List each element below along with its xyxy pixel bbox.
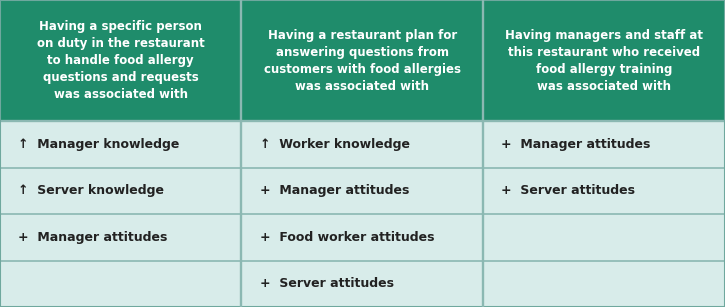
Bar [0, 261, 241, 307]
Text: +  Food worker attitudes: + Food worker attitudes [260, 231, 434, 244]
Text: +  Manager attitudes: + Manager attitudes [260, 185, 409, 197]
Text: Having a restaurant plan for
answering questions from
customers with food allerg: Having a restaurant plan for answering q… [264, 29, 460, 93]
Bar [241, 261, 483, 307]
Bar [241, 168, 483, 214]
Bar [483, 121, 725, 168]
Text: +  Server attitudes: + Server attitudes [260, 277, 394, 290]
Bar [483, 214, 725, 261]
Bar [0, 121, 241, 168]
Text: +  Manager attitudes: + Manager attitudes [501, 138, 650, 151]
Bar [483, 168, 725, 214]
Bar [483, 261, 725, 307]
Text: Having managers and staff at
this restaurant who received
food allergy training
: Having managers and staff at this restau… [505, 29, 703, 93]
Bar [241, 0, 483, 121]
Text: ↑  Server knowledge: ↑ Server knowledge [18, 185, 164, 197]
Text: +  Server attitudes: + Server attitudes [501, 185, 635, 197]
Text: ↑  Manager knowledge: ↑ Manager knowledge [18, 138, 180, 151]
Bar [483, 0, 725, 121]
Bar [241, 121, 483, 168]
Text: ↑  Worker knowledge: ↑ Worker knowledge [260, 138, 410, 151]
Bar [0, 0, 241, 121]
Text: Having a specific person
on duty in the restaurant
to handle food allergy
questi: Having a specific person on duty in the … [37, 20, 204, 101]
Text: +  Manager attitudes: + Manager attitudes [18, 231, 167, 244]
Bar [241, 214, 483, 261]
Bar [0, 214, 241, 261]
Bar [0, 168, 241, 214]
